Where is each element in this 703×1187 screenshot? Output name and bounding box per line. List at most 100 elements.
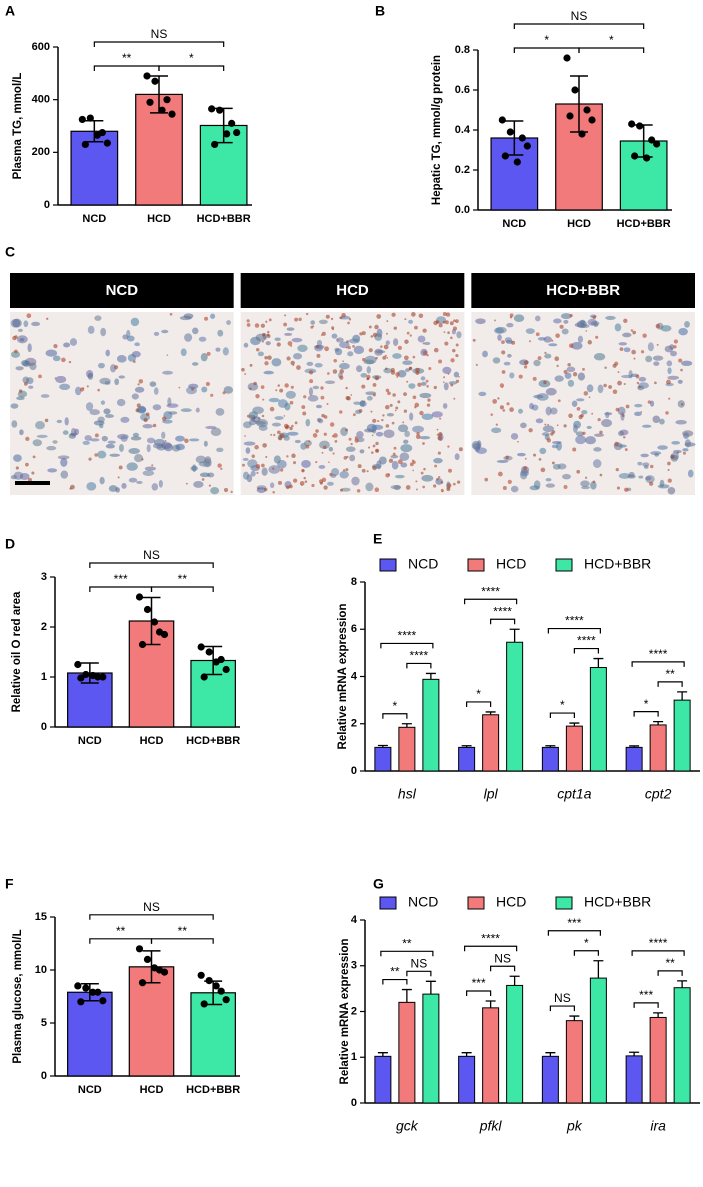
y-tick-label: 0.8 [455,44,470,56]
lipid-stain [614,441,619,447]
nucleus [15,366,24,371]
error-bar [461,1052,472,1057]
lipid-stain [206,351,211,356]
lipid-stain [25,462,29,467]
lipid-stain [528,340,532,343]
significance-bracket [382,713,408,719]
significance-bracket [549,1005,575,1012]
nucleus [494,327,504,334]
lipid-stain [411,312,416,317]
lipid-stain [141,458,144,461]
lipid-stain [68,360,72,364]
nucleus [518,408,523,414]
nucleus [86,481,97,491]
nucleus [421,413,434,420]
lipid-stain [26,313,32,319]
lipid-stain [682,451,686,455]
lipid-stain [327,372,330,375]
nucleus [138,406,147,413]
panel-label: G [373,876,384,892]
lipid-stain [523,466,528,471]
lipid-stain [617,380,622,386]
lipid-stain [145,412,150,416]
nucleus [601,419,613,428]
lipid-stain [374,487,380,493]
lipid-stain [417,382,422,387]
lipid-stain [272,490,275,494]
lipid-stain [15,466,19,470]
nucleus [399,452,410,461]
nucleus [374,348,383,356]
lipid-stain [372,465,377,471]
nucleus [392,338,399,347]
nucleus [35,421,45,430]
nucleus [200,352,208,362]
lipid-stain [366,377,370,381]
lipid-stain [419,410,424,416]
lipid-stain [331,328,334,331]
lipid-stain [169,312,173,316]
lipid-stain [385,367,388,371]
lipid-stain [301,405,306,409]
nucleus [268,465,281,474]
nucleus [271,422,282,427]
lipid-stain [650,464,654,469]
lipid-stain [621,414,625,418]
lipid-stain [345,468,349,472]
y-tick-label: 2 [351,718,357,730]
lipid-stain [447,331,450,335]
lipid-stain [603,383,607,388]
lipid-stain [680,403,684,406]
nucleus [330,468,340,477]
nucleus [121,482,127,489]
lipid-stain [623,318,628,323]
significance-label: **** [649,647,668,661]
nucleus [175,443,185,451]
nucleus [506,322,514,328]
x-tick-label: HCD [147,213,171,225]
lipid-stain [387,473,390,476]
lipid-stain [414,406,417,409]
data-point [82,670,90,679]
y-tick-label: 1 [41,671,47,683]
nucleus [55,375,67,384]
bar [128,966,175,1077]
y-tick-label: 3 [351,960,357,972]
x-tick-label: lpl [484,786,499,802]
lipid-stain [339,375,344,380]
legend-label: NCD [408,556,438,572]
nucleus [210,313,216,319]
lipid-stain [326,403,329,405]
y-axis-label: Relative mRNA expression [337,604,349,750]
lipid-stain [624,487,629,492]
bar [541,746,559,772]
nucleus [104,381,111,385]
nucleus [348,338,360,344]
lipid-stain [388,458,394,463]
data-point [223,130,231,138]
data-point [216,106,224,114]
nucleus [131,351,141,358]
nucleus [248,411,258,419]
nucleus [478,391,487,397]
lipid-stain [277,430,281,435]
lipid-stain [361,331,366,336]
lipid-stain [252,416,256,420]
lipid-stain [563,424,567,428]
data-point [86,114,94,122]
significance-bracket [150,938,214,944]
data-point [138,979,147,987]
lipid-stain [436,428,439,431]
nucleus [391,460,399,470]
lipid-stain [276,342,281,347]
lipid-stain [656,343,659,346]
lipid-stain [138,379,144,384]
lipid-stain [405,485,411,490]
nucleus [642,424,652,428]
lipid-stain [557,399,561,403]
significance-label: * [476,687,481,701]
nucleus [198,336,207,342]
lipid-stain [241,367,245,372]
nucleus [126,462,138,471]
nucleus [365,482,374,492]
